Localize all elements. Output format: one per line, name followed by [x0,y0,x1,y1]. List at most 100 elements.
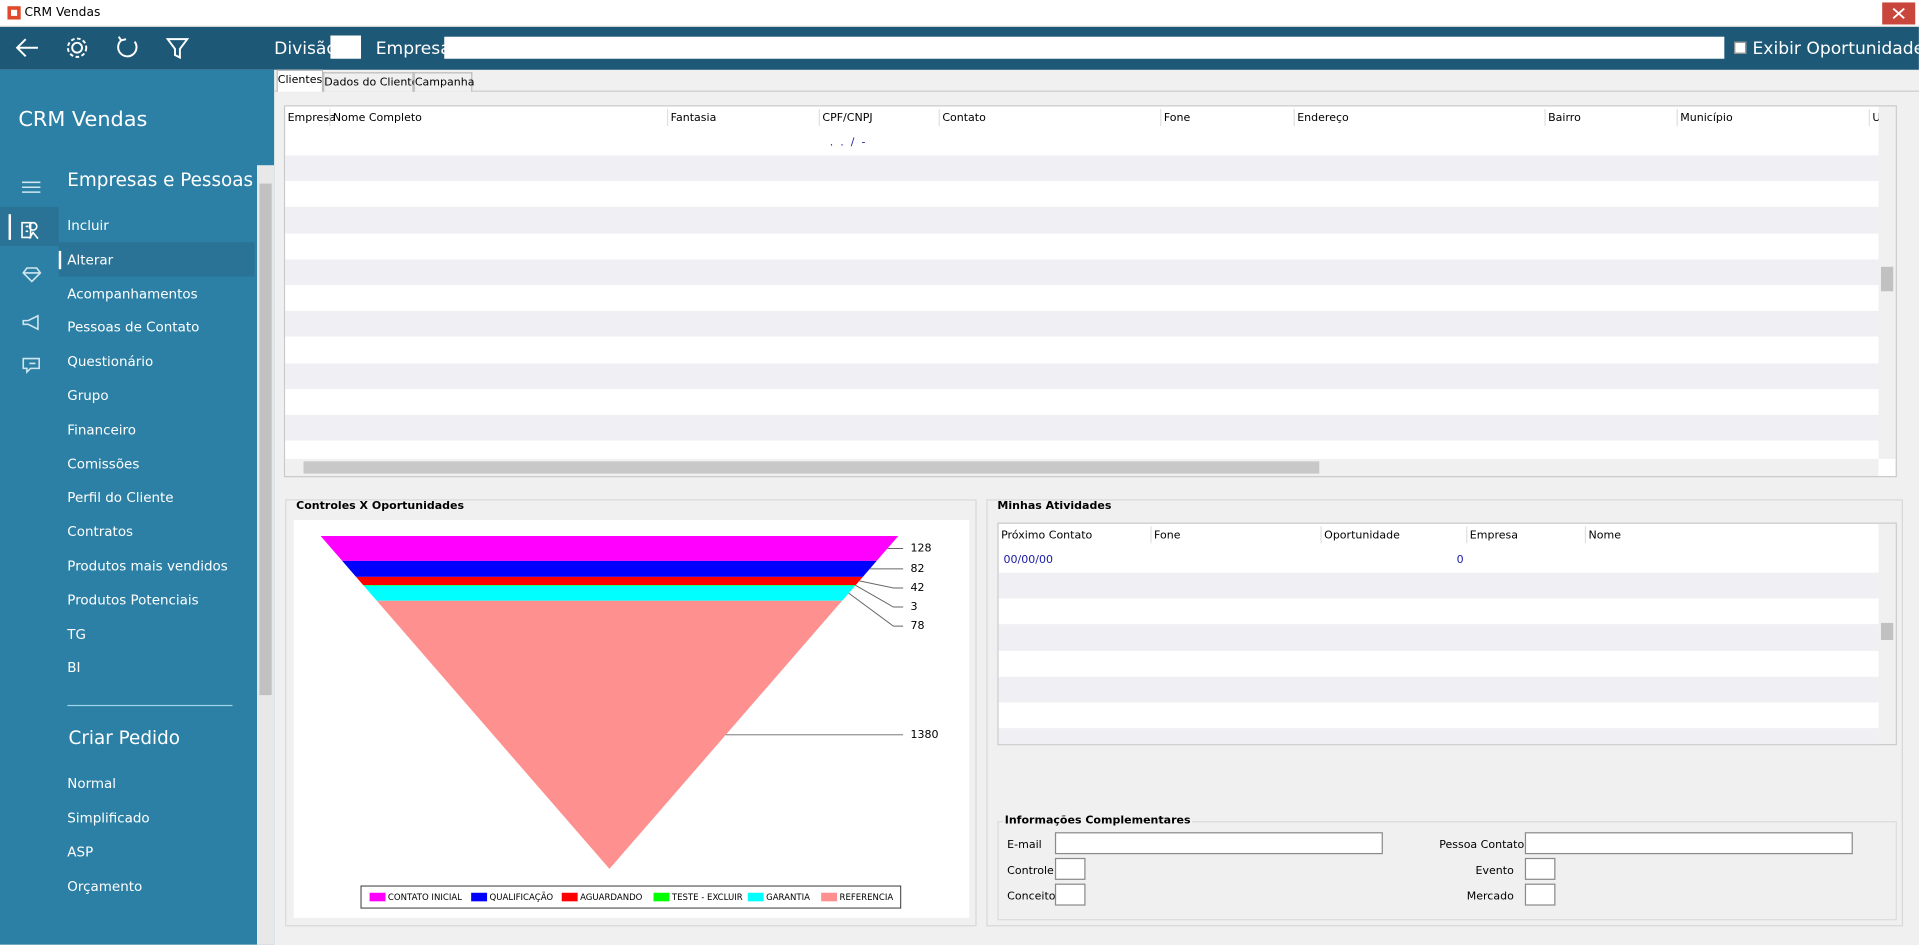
column-separator [329,108,331,127]
field-label: Pessoa Contato [1439,839,1525,852]
field-input[interactable] [1524,883,1556,906]
toolbar: Divisão Empresa Exibir Oportunidades [0,26,1919,70]
menu-item[interactable]: Contratos [67,524,134,540]
column-separator [666,108,669,127]
activities-group [986,499,1904,927]
grid-row [285,388,1879,415]
vertical-scrollbar[interactable] [1878,106,1896,459]
menu-item[interactable]: Comissões [67,455,140,472]
menu-item[interactable]: Alterar [67,251,114,268]
back-icon[interactable] [15,38,38,57]
field-input[interactable] [1054,857,1086,880]
close-button[interactable] [1882,2,1916,25]
tab[interactable]: Dados do Cliente [323,72,418,92]
leader-line [859,580,904,589]
menu-item[interactable]: Financeiro [67,421,137,438]
legend-swatch [653,892,670,902]
column-header: Fone [1163,112,1191,125]
scroll-thumb[interactable] [1880,622,1894,641]
column-separator [1544,108,1546,127]
company-label: Empresa [375,39,451,59]
tab[interactable]: Clientes [276,69,324,92]
leader-line [855,584,904,608]
next-contact-cell: 00/00/00 [1003,554,1053,567]
column-header: Nome [1588,529,1621,543]
sidebar-scroll-thumb[interactable] [259,183,272,696]
menu-item[interactable]: BI [67,660,81,677]
menu-icon[interactable] [22,181,41,193]
menu-item[interactable]: Produtos mais vendidos [67,558,228,574]
clients-grid: Empresa Nome Completo Fantasia CPF/CNPJ Cont… [283,105,1897,478]
menu-item[interactable]: Questionário [67,353,154,370]
menu-item[interactable]: ASP [67,844,94,861]
selected-item-bg [58,242,255,277]
grid-row [285,337,1879,363]
refresh-icon[interactable] [117,36,138,58]
section-title: Criar Pedido [68,727,180,750]
filter-icon[interactable] [165,38,190,60]
menu-item[interactable]: Perfil do Cliente [67,489,174,506]
value-label: 42 [911,581,925,594]
division-input[interactable] [330,35,362,59]
column-separator [1293,108,1295,127]
toolbar-icons [15,36,190,60]
value-label: 128 [911,541,932,554]
menu-item[interactable]: Orçamento [67,878,143,895]
grid-row [285,414,1879,441]
funnel-segment [363,585,856,601]
grid-row [285,155,1879,182]
campaign-icon[interactable] [22,314,39,331]
menu-item[interactable]: Grupo [67,387,109,404]
menu-item[interactable]: TG [67,626,86,642]
field-input[interactable] [1054,883,1086,906]
company-input[interactable] [444,36,1725,59]
legend-label: CONTATO INICIAL [388,893,462,903]
menu-item[interactable]: Incluir [67,217,109,234]
menu-item[interactable]: Normal [67,776,117,793]
column-separator [818,108,820,127]
vertical-scrollbar[interactable] [1878,523,1896,745]
funnel-segment [320,536,899,561]
companies-icon[interactable] [21,221,39,240]
horizontal-scrollbar[interactable] [285,458,1879,477]
menu-item[interactable]: Simplificado [67,810,150,827]
grid-row [285,311,1879,338]
activities-title: Minhas Atividades [996,500,1113,513]
field-label: Conceito [1007,890,1056,904]
column-header: CPF/CNPJ [822,112,873,125]
field-label: Mercado [1466,890,1514,904]
field-label: E-mail [1007,839,1042,852]
settings-icon[interactable] [71,41,83,54]
grid-row [998,702,1879,729]
chat-icon[interactable] [22,357,40,374]
diamond-icon[interactable] [22,267,42,283]
close-icon [1892,7,1905,20]
scroll-thumb[interactable] [303,461,1320,474]
tab[interactable]: Campanha [413,72,474,92]
field-input[interactable] [1524,832,1853,855]
column-header: Bairro [1548,112,1581,125]
activities-grid: Próximo Contato Fone Oportunidade Empresa No… [997,522,1897,746]
sidebar: CRM Vendas Empresas e Pessoas Incluir Alte… [0,69,275,945]
grid-row [285,181,1879,208]
sidebar-title: CRM Vendas [18,107,148,133]
menu-item[interactable]: Pessoas de Contato [67,319,200,336]
field-input[interactable] [1054,832,1383,855]
menu-item[interactable]: Acompanhamentos [67,285,198,302]
column-header: Oportunidade [1324,529,1400,543]
grid-row [285,207,1879,234]
title-bar: CRM Vendas [0,0,1919,27]
scroll-thumb[interactable] [1880,266,1894,292]
column-header: Fone [1154,529,1181,543]
legend-label: REFERENCIA [840,893,894,903]
cpf-cnpj-cell: . . / - [829,137,866,150]
menu-item[interactable]: Produtos Potenciais [67,592,199,608]
section-divider [67,705,233,707]
column-separator [1868,108,1870,127]
section-title: Empresas e Pessoas [67,168,254,191]
sidebar-scrollbar[interactable] [256,165,275,945]
field-input[interactable] [1524,857,1556,880]
grid-row [998,598,1879,625]
opportunities-checkbox[interactable] [1734,41,1747,54]
